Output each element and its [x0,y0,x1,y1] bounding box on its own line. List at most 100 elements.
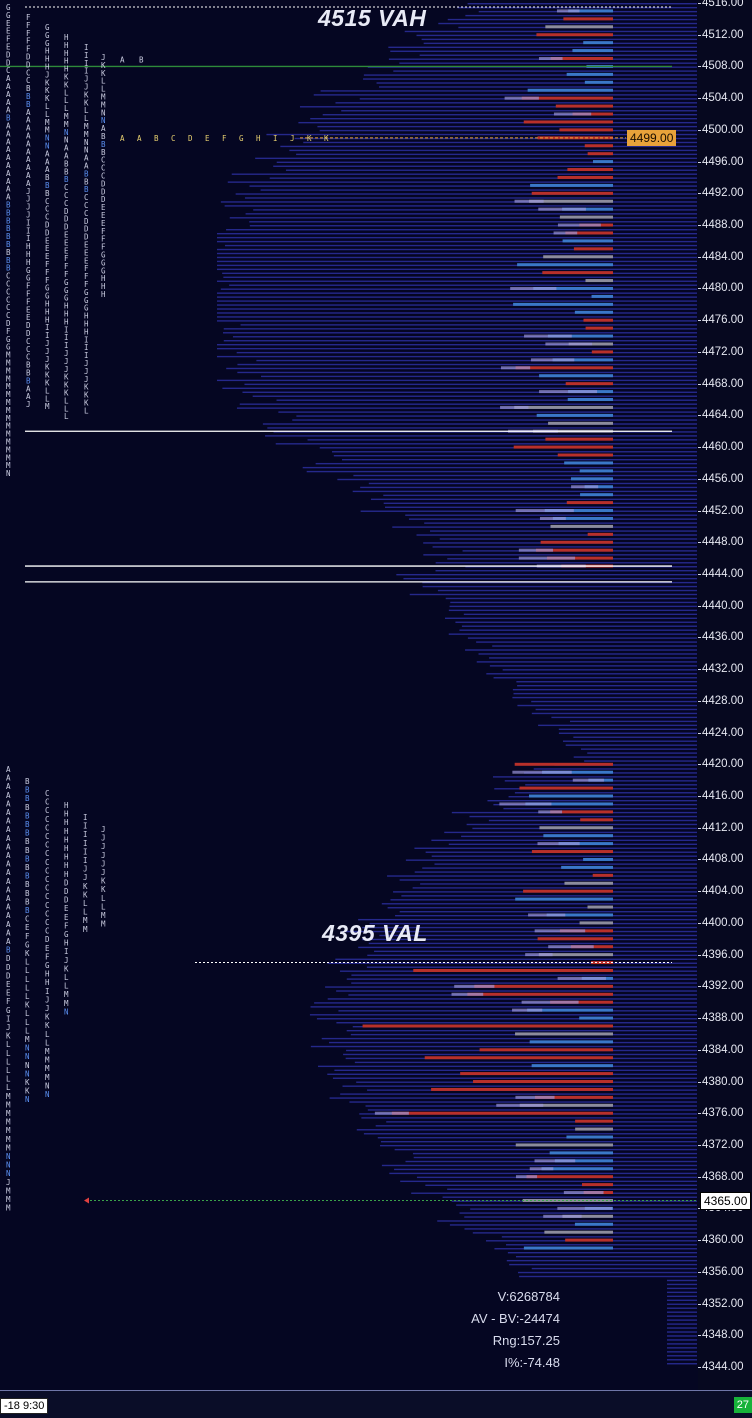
price-tick-label: 4360.00 [702,1234,744,1247]
profile-row [449,1224,697,1226]
value-area-bar [556,9,580,13]
session-profile-bar [591,294,613,298]
price-tick-label: 4436.00 [702,631,744,644]
tpo-letter: M [6,382,11,391]
profile-row [667,1283,697,1286]
tpo-letter: G [6,3,11,12]
profile-row [399,879,697,881]
session-profile-bar [515,897,613,901]
profile-row [422,585,697,588]
time-scale-label[interactable]: -18 9:30 [0,1398,49,1414]
tpo-letter: C [26,68,31,77]
value-area-bar [538,207,586,211]
profile-row [392,526,697,528]
session-profile-bar [362,1024,613,1028]
profile-row [320,90,697,92]
profile-row [337,478,697,481]
session-profile-bar [523,889,613,893]
session-profile-bar [584,80,613,84]
corner-badge[interactable]: 27 [733,1397,752,1413]
profile-row [314,1002,697,1004]
tpo-letter: K [25,1001,30,1010]
profile-row [356,1129,697,1131]
tpo-letter: C [45,823,50,832]
profile-row [367,66,697,68]
price-tick-label: 4352.00 [702,1297,744,1310]
tpo-letter: B [25,829,30,838]
session-profile-bar [557,453,613,457]
value-area-bar [537,842,580,846]
tpo-letter: D [6,50,11,59]
profile-row [459,629,697,631]
profile-row [502,669,697,671]
tpo-letter: H [64,835,69,844]
profile-row [280,145,697,148]
profile-row [217,268,697,271]
price-tick-mark [698,954,701,956]
profile-row [265,435,697,437]
tpo-letter: F [26,282,31,291]
tpo-letter: K [64,73,69,82]
tpo-letter: F [26,37,31,46]
tpo-letter: C [64,199,69,208]
tpo-letter: E [84,256,89,265]
profile-row [437,1220,697,1222]
tpo-letter: C [45,832,50,841]
profile-row [667,1335,697,1337]
profile-row [227,181,697,183]
tpo-letter: E [64,904,69,913]
price-axis[interactable]: 4516.00 4512.00 4508.00 4504.00 4500.00 4496.… [698,0,752,1390]
session-profile-bar [579,1016,613,1020]
value-area-bar [524,334,572,338]
profile-row [396,573,697,576]
tpo-letter: K [84,391,89,400]
profile-row [217,292,697,294]
value-area-bar [525,953,553,957]
profile-row [558,728,697,731]
profile-row [450,601,697,604]
session-profile-bar [545,25,613,29]
tpo-letter: H [45,315,50,324]
session-profile-bar [546,913,613,917]
tpo-letter: J [84,375,89,384]
session-profile-bar [559,128,613,132]
tpo-letter: N [6,1161,11,1170]
profile-row [381,1164,697,1167]
tpo-letter: M [45,1073,50,1082]
tpo-letter: H [84,320,89,329]
session-profile-bar [557,175,613,179]
session-profile-bar [519,786,613,790]
tpo-letter: G [101,251,106,260]
tpo-letter: K [84,399,89,408]
price-tick-label: 4428.00 [702,694,744,707]
tpo-letter: A [101,124,106,133]
price-tick-mark [698,922,701,924]
session-profile-bar [473,1080,613,1084]
profile-row [584,760,697,762]
stat-i-percent: I%:-74.48 [504,1355,560,1370]
session-profile-bar [565,1238,613,1242]
profile-row [551,716,697,719]
profile-row [226,229,697,231]
profile-row [667,1363,697,1365]
tpo-letter: A [6,834,11,843]
tpo-letter: F [64,270,69,279]
profile-row [342,1085,697,1087]
session-profile-bar [552,516,613,520]
profile-row [667,1319,697,1321]
tpo-letter: B [64,167,69,176]
profile-row [493,677,697,679]
val-level-label: 4395 VAL [322,920,428,946]
tpo-letter: F [26,45,31,54]
tpo-letter: A [6,894,11,903]
tpo-letter: L [83,899,88,908]
tpo-letter: E [64,913,69,922]
profile-row [240,324,697,326]
price-tick-mark [698,34,701,36]
profile-row [573,756,697,758]
tpo-letter: M [6,445,11,454]
tpo-letter: M [6,1143,11,1152]
volume-profile-canvas[interactable]: GGEEFEDDCAAAAABAAAAAAAAAABBBBBBBBBCCCCCC… [0,0,698,1390]
profile-row [242,391,697,393]
